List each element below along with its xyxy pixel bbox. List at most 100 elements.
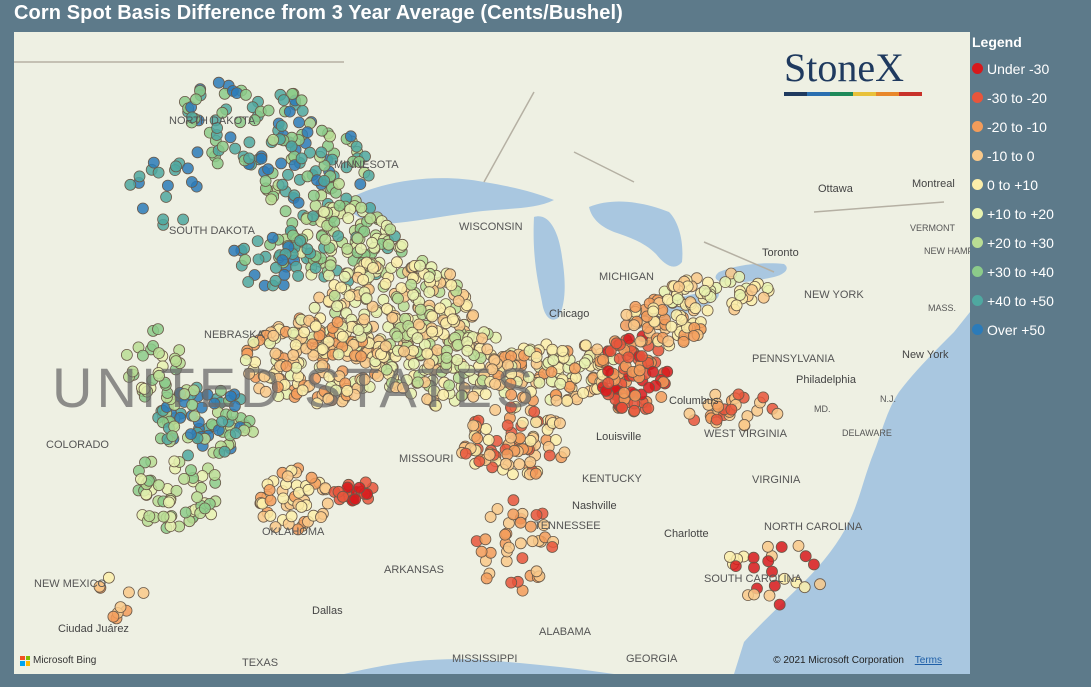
legend-item[interactable]: 0 to +10 <box>972 170 1090 199</box>
basis-dot[interactable] <box>278 268 291 281</box>
basis-dot[interactable] <box>579 339 592 352</box>
basis-dot[interactable] <box>178 472 191 485</box>
basis-dot[interactable] <box>292 523 305 536</box>
basis-dot[interactable] <box>486 363 499 376</box>
basis-dot[interactable] <box>808 558 820 571</box>
basis-dot[interactable] <box>533 376 546 389</box>
basis-dot[interactable] <box>182 449 194 462</box>
basis-dot[interactable] <box>411 332 424 345</box>
basis-dot[interactable] <box>351 232 364 245</box>
basis-dot[interactable] <box>362 169 375 182</box>
basis-dot[interactable] <box>322 393 335 406</box>
basis-dot[interactable] <box>554 377 567 390</box>
basis-dot[interactable] <box>491 503 504 515</box>
basis-dot[interactable] <box>513 458 526 471</box>
basis-dot[interactable] <box>407 357 420 370</box>
basis-dot[interactable] <box>143 510 156 523</box>
basis-dot[interactable] <box>719 276 732 289</box>
basis-dot[interactable] <box>275 120 288 132</box>
basis-dot[interactable] <box>662 293 674 306</box>
basis-dot[interactable] <box>281 470 294 483</box>
basis-dot[interactable] <box>126 365 139 378</box>
basis-dot[interactable] <box>243 152 256 165</box>
basis-dot[interactable] <box>152 347 165 360</box>
basis-dot[interactable] <box>211 122 224 134</box>
basis-dot[interactable] <box>198 502 211 515</box>
basis-dot[interactable] <box>467 309 480 322</box>
basis-dot[interactable] <box>355 350 368 363</box>
basis-dot[interactable] <box>610 337 623 350</box>
basis-dot[interactable] <box>734 289 746 301</box>
basis-dot[interactable] <box>423 271 436 284</box>
basis-dot[interactable] <box>437 388 450 401</box>
basis-dot[interactable] <box>328 215 341 228</box>
basis-dot[interactable] <box>157 510 170 523</box>
basis-dot[interactable] <box>446 313 459 326</box>
basis-dot[interactable] <box>757 291 770 304</box>
basis-dot[interactable] <box>507 508 520 521</box>
basis-dot[interactable] <box>140 488 153 501</box>
basis-dot[interactable] <box>294 234 307 247</box>
basis-dot[interactable] <box>701 304 714 317</box>
basis-dot[interactable] <box>738 418 751 431</box>
basis-dot[interactable] <box>216 106 229 119</box>
basis-dot[interactable] <box>537 519 550 532</box>
basis-dot[interactable] <box>467 419 480 432</box>
basis-dot[interactable] <box>224 390 237 403</box>
basis-dot[interactable] <box>675 314 688 326</box>
basis-dot[interactable] <box>550 394 563 407</box>
basis-dot[interactable] <box>747 551 760 564</box>
basis-dot[interactable] <box>467 390 480 403</box>
basis-dot[interactable] <box>484 511 497 523</box>
basis-dot[interactable] <box>629 389 642 402</box>
basis-dot[interactable] <box>282 168 294 181</box>
basis-dot[interactable] <box>556 344 569 357</box>
basis-dot[interactable] <box>321 497 334 510</box>
basis-dot[interactable] <box>546 343 559 356</box>
basis-dot[interactable] <box>123 586 135 599</box>
basis-dot[interactable] <box>382 238 395 251</box>
basis-dot[interactable] <box>360 292 373 305</box>
basis-dot[interactable] <box>459 447 472 460</box>
basis-dot[interactable] <box>762 555 775 568</box>
legend-item[interactable]: -20 to -10 <box>972 112 1090 141</box>
basis-dot[interactable] <box>344 130 357 143</box>
basis-dot[interactable] <box>762 540 774 553</box>
basis-dot[interactable] <box>352 324 365 336</box>
basis-dot[interactable] <box>267 329 280 342</box>
basis-dot[interactable] <box>269 521 282 534</box>
basis-dot[interactable] <box>445 279 458 292</box>
basis-dot[interactable] <box>301 243 314 256</box>
basis-dot[interactable] <box>766 565 778 578</box>
basis-dot[interactable] <box>302 483 315 496</box>
basis-dot[interactable] <box>181 162 194 175</box>
basis-dot[interactable] <box>316 359 329 372</box>
basis-dot[interactable] <box>461 344 474 357</box>
basis-dot[interactable] <box>265 193 278 206</box>
basis-dot[interactable] <box>216 140 229 153</box>
basis-dot[interactable] <box>135 473 147 486</box>
basis-dot[interactable] <box>228 400 241 413</box>
basis-dot[interactable] <box>384 223 397 236</box>
basis-dot[interactable] <box>379 340 392 353</box>
basis-dot[interactable] <box>578 357 591 370</box>
basis-dot[interactable] <box>287 349 300 362</box>
basis-dot[interactable] <box>358 373 371 386</box>
basis-dot[interactable] <box>322 269 335 282</box>
basis-dot[interactable] <box>162 496 175 509</box>
basis-dot[interactable] <box>354 178 367 191</box>
basis-dot[interactable] <box>208 397 221 410</box>
basis-dot[interactable] <box>264 509 277 522</box>
basis-dot[interactable] <box>289 339 302 351</box>
basis-dot[interactable] <box>530 351 543 363</box>
basis-dot[interactable] <box>306 338 319 351</box>
basis-dot[interactable] <box>121 348 133 361</box>
basis-dot[interactable] <box>93 580 106 593</box>
basis-dot[interactable] <box>683 407 696 420</box>
basis-dot[interactable] <box>506 468 519 481</box>
basis-dot[interactable] <box>597 354 609 366</box>
basis-dot[interactable] <box>380 363 393 376</box>
map-svg[interactable]: NORTH DAKOTA MINNESOTA SOUTH DAKOTA WISCONS… <box>14 32 970 674</box>
basis-dot[interactable] <box>367 262 379 274</box>
basis-dot[interactable] <box>259 175 272 187</box>
